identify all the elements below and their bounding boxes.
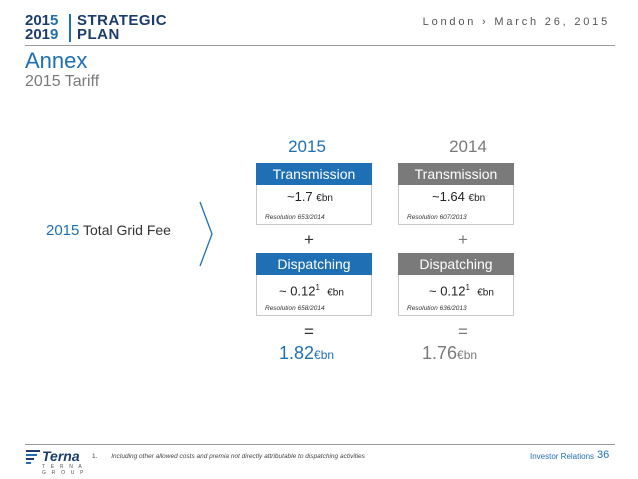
strategic-plan-logo: 2015 STRATEGIC 2019 PLAN — [25, 12, 195, 44]
transmission-2014-value: ~1.64 €bn — [432, 189, 486, 204]
dispatching-2015-resolution: Resolution 658/2014 — [265, 305, 325, 312]
page-subtitle: 2015 Tariff — [25, 73, 100, 90]
transmission-2015-value: ~1.7 €bn — [287, 189, 333, 204]
plus-2015: + — [304, 230, 314, 249]
transmission-2014-box: Transmission ~1.64 €bn Resolution 607/20… — [398, 163, 514, 225]
equals-2015: = — [304, 322, 314, 341]
terna-group-text: T E R N A G R O U P — [42, 464, 86, 476]
terna-mark-icon — [26, 450, 40, 464]
dispatching-2014-value: ~ 0.121 €bn — [429, 283, 494, 299]
year-2015-heading: 2015 — [288, 137, 326, 156]
year-2014-heading: 2014 — [449, 137, 487, 156]
dispatching-2014-header: Dispatching — [398, 253, 514, 275]
footer-divider — [25, 444, 615, 445]
terna-logo: Terna T E R N A G R O U P — [26, 448, 92, 476]
investor-relations-label: Investor Relations — [530, 452, 595, 461]
total-grid-fee-label: 2015 Total Grid Fee — [46, 222, 171, 239]
dispatching-2014-resolution: Resolution 636/2013 — [407, 305, 467, 312]
footnote: 1. Including other allowed costs and pre… — [92, 453, 365, 460]
dispatching-2015-value: ~ 0.121 €bn — [279, 283, 344, 299]
page-title: Annex — [25, 48, 88, 73]
transmission-2015-box: Transmission ~1.7 €bn Resolution 653/201… — [256, 163, 372, 225]
logo-word-plan: PLAN — [69, 27, 120, 42]
transmission-2014-header: Transmission — [398, 163, 514, 185]
logo-word-strategic: STRATEGIC — [69, 13, 167, 28]
place-date: London › March 26, 2015 — [422, 16, 610, 28]
dispatching-2015-box: Dispatching ~ 0.121 €bn Resolution 658/2… — [256, 253, 372, 316]
total-2014: 1.76€bn — [422, 343, 478, 363]
transmission-2015-header: Transmission — [256, 163, 372, 185]
dispatching-2014-box: Dispatching ~ 0.121 €bn Resolution 636/2… — [398, 253, 514, 316]
logo-year-end: 2019 — [25, 26, 59, 43]
transmission-2015-resolution: Resolution 653/2014 — [265, 214, 325, 221]
header-divider — [25, 45, 615, 46]
terna-brand-name: Terna — [42, 448, 80, 464]
dispatching-2015-header: Dispatching — [256, 253, 372, 275]
logo-year-start: 2015 — [25, 12, 59, 29]
equals-2014: = — [458, 322, 468, 341]
plus-2014: + — [458, 230, 468, 249]
chevron-right-icon — [199, 201, 213, 267]
total-2015: 1.82€bn — [279, 343, 335, 363]
total-grid-fee-year: 2015 — [46, 222, 80, 239]
footnote-text: Including other allowed costs and premia… — [111, 453, 365, 460]
footnote-number: 1. — [92, 453, 98, 460]
transmission-2014-resolution: Resolution 607/2013 — [407, 214, 467, 221]
total-grid-fee-text: Total Grid Fee — [83, 222, 171, 238]
page-number: 36 — [597, 449, 610, 461]
